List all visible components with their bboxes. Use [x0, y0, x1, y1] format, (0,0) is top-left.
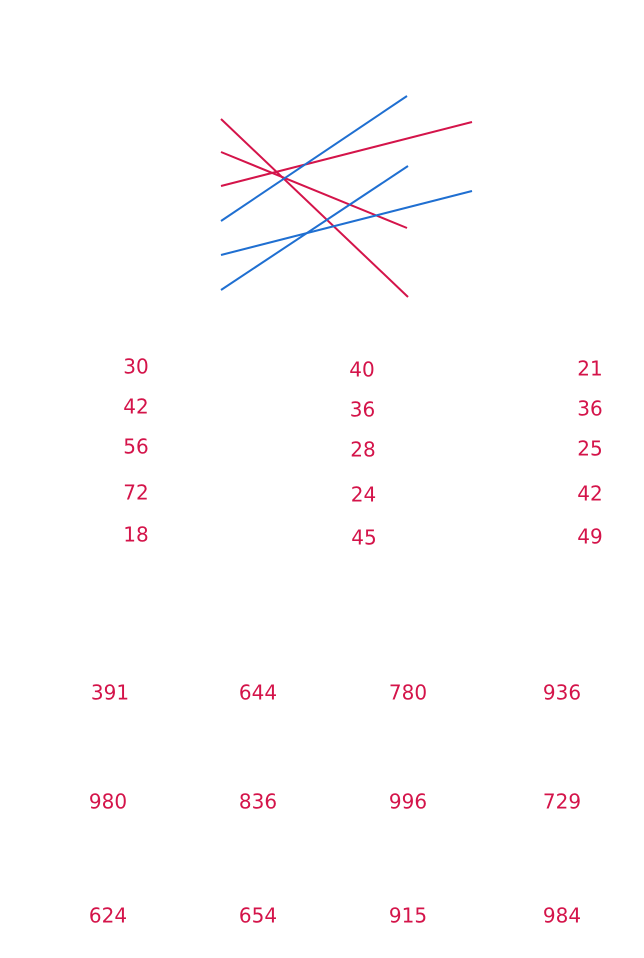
grid-number: 984 [543, 904, 581, 928]
blue-line [220, 190, 473, 256]
grid-number: 644 [239, 681, 277, 705]
column-number: 25 [577, 437, 602, 461]
grid-number: 654 [239, 904, 277, 928]
column-number: 42 [577, 482, 602, 506]
grid-number: 624 [89, 904, 127, 928]
column-number: 42 [123, 395, 148, 419]
column-number: 45 [351, 526, 376, 550]
grid-number: 936 [543, 681, 581, 705]
grid-number: 996 [389, 790, 427, 814]
column-number: 49 [577, 525, 602, 549]
blue-line [220, 95, 408, 222]
column-number: 40 [349, 358, 374, 382]
grid-number: 836 [239, 790, 277, 814]
column-number: 36 [577, 397, 602, 421]
column-number: 28 [350, 438, 375, 462]
column-number: 21 [577, 357, 602, 381]
column-number: 56 [123, 435, 148, 459]
grid-number: 729 [543, 790, 581, 814]
column-number: 24 [351, 483, 376, 507]
grid-number: 915 [389, 904, 427, 928]
grid-number: 980 [89, 790, 127, 814]
line-figure [220, 95, 473, 298]
column-number: 30 [123, 355, 148, 379]
red-line [220, 151, 408, 229]
column-number: 72 [123, 481, 148, 505]
grid-number: 780 [389, 681, 427, 705]
red-line [220, 118, 409, 298]
grid-number: 391 [91, 681, 129, 705]
column-number: 36 [350, 398, 375, 422]
red-line [220, 121, 473, 187]
column-number: 18 [123, 523, 148, 547]
blue-line [220, 165, 409, 291]
